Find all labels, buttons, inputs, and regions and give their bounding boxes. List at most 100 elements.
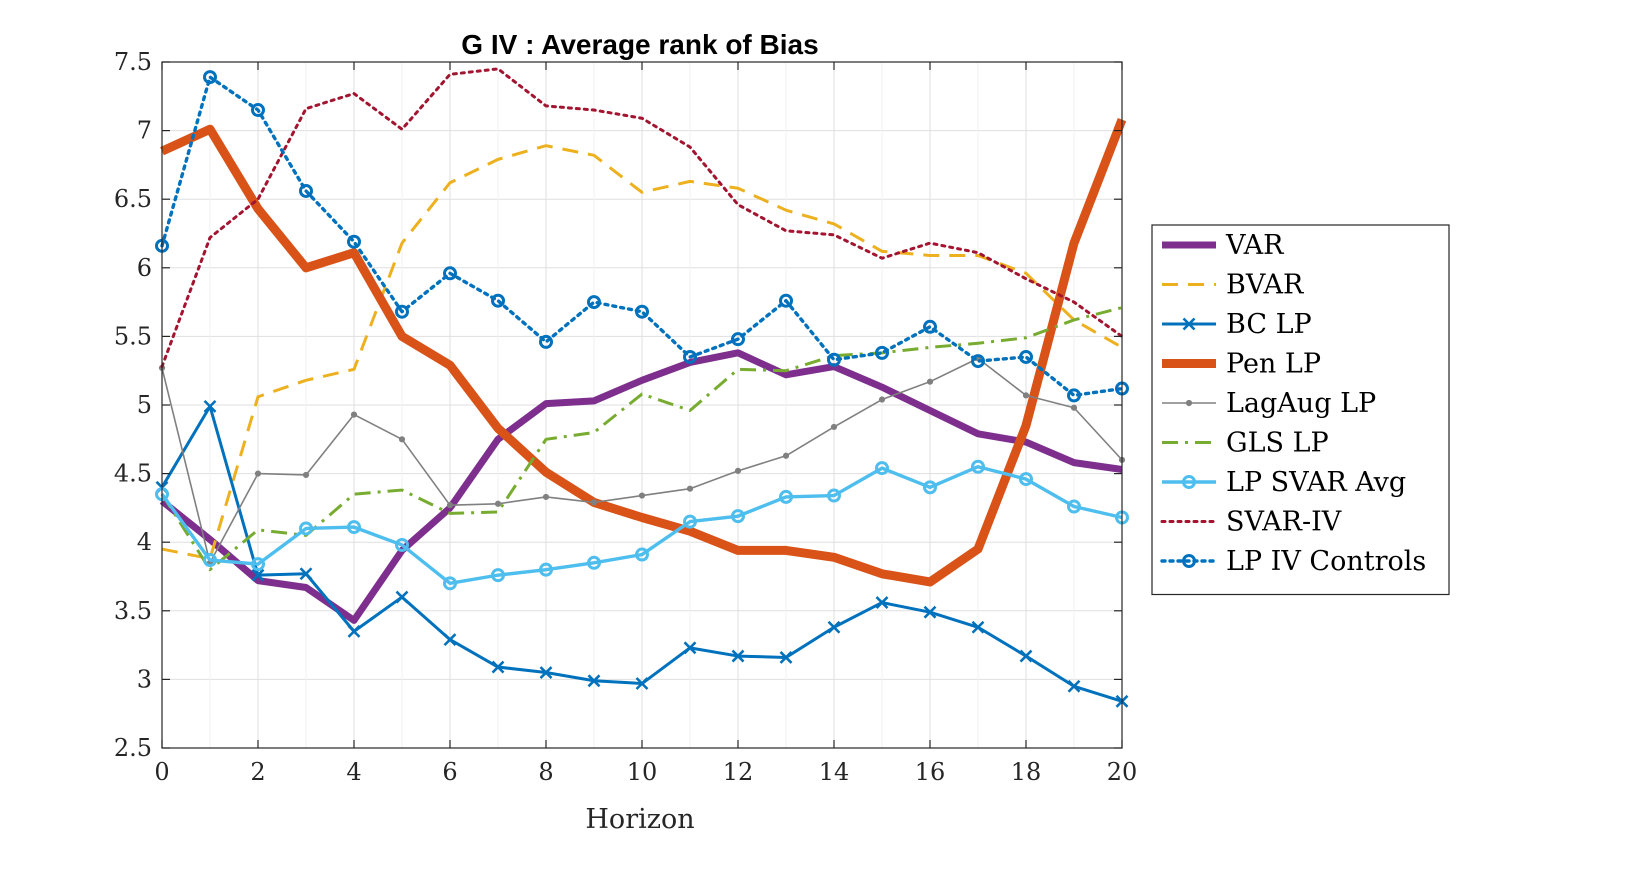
series-marker [635,547,649,562]
legend-label: VAR [1225,230,1284,261]
legend-label: BVAR [1226,270,1304,301]
series-marker [587,555,601,570]
y-tick-label: 5 [137,391,152,419]
legend-box [1151,224,1450,596]
series-lp-svar-avg [155,459,1129,591]
series-marker [302,471,310,479]
x-tick-label: 6 [442,758,457,786]
marker-stroke [731,649,745,663]
series-marker [203,70,217,85]
series-marker [875,596,889,609]
x-tick-label: 14 [819,758,850,786]
series-marker [1185,399,1193,407]
series-line [160,75,1124,398]
series-marker [686,485,694,492]
marker-stroke [347,624,361,638]
marker-stroke [491,660,505,674]
series-marker [923,480,937,495]
series-line [160,465,1123,586]
series-marker [1019,349,1033,364]
chart-title: G IV : Average rank of Bias [461,29,818,60]
y-tick-label: 3.5 [114,597,152,625]
series-marker [251,557,265,572]
series-marker [491,660,505,674]
legend-label: LP IV Controls [1226,546,1426,577]
series-line [161,144,1123,561]
marker-stroke [875,596,889,609]
x-tick-label: 12 [723,758,754,786]
series-marker [587,295,601,310]
y-tick-label: 4 [137,528,152,556]
series-marker [635,677,649,690]
marker-stroke [203,399,217,413]
marker-stroke [683,641,697,655]
series-marker [1182,554,1196,568]
series-marker [638,492,646,499]
series-marker [203,399,217,413]
series-marker [299,521,313,536]
marker-stroke [1019,649,1033,663]
y-tick-label: 7 [137,117,152,145]
series-marker [443,633,457,647]
series-marker [350,411,358,418]
y-tick-label: 6.5 [114,185,152,213]
series-marker [251,568,265,582]
y-tick-label: 6 [137,254,152,282]
series-marker [539,334,553,349]
x-tick-label: 2 [250,758,265,786]
legend-entry: SVAR-IV [1160,507,1342,538]
series-line [160,306,1123,572]
marker-stroke [587,674,601,688]
series-marker [347,234,361,249]
legend: VAR BVAR BC LP Pen LP LagAug LP GLS LP LP SVAR… [1151,224,1450,596]
marker-stroke [539,666,553,679]
series-marker [779,293,793,308]
marker-stroke [1067,679,1081,693]
series-marker [779,651,793,664]
series-marker [587,674,601,688]
legend-label: LP SVAR Avg [1226,467,1406,498]
series-bc-lp [155,399,1129,708]
series-marker [251,103,265,118]
marker-stroke [299,567,313,581]
series-marker [1182,317,1196,331]
series-marker [1019,472,1033,487]
series-marker [398,436,406,443]
marker-stroke [827,620,841,634]
series-marker [1067,388,1081,403]
series-marker [491,568,505,583]
series-marker [1022,392,1030,399]
series-marker [446,502,454,509]
series-marker [491,293,505,308]
series-lp-iv-controls [155,70,1129,403]
marker-stroke [443,633,457,647]
series-gls-lp [160,306,1123,572]
series-marker [734,467,742,474]
series-marker [395,304,409,319]
series-marker [1070,404,1078,411]
series-marker [779,489,793,504]
series-marker [1182,475,1196,489]
marker-stroke [395,590,409,604]
x-tick-label: 4 [346,758,361,786]
series-marker [971,459,985,474]
series-marker [971,354,985,369]
series-marker [203,553,217,568]
series-marker [347,624,361,638]
y-tick-label: 2.5 [114,734,152,762]
series-marker [1067,679,1081,693]
series-marker [827,620,841,634]
series-marker [1019,649,1033,663]
series-marker [443,266,457,281]
legend-entry: Pen LP [1162,349,1321,380]
legend-label: LagAug LP [1226,388,1376,419]
series-marker [683,349,697,364]
axes: 0 2 4 6 8 10 12 14 16 18 20 2.5 3 3.5 4 4.5 5 5.5 6 6.5 7 7.5 [114,48,1137,786]
series-marker [299,567,313,581]
series-marker [875,461,889,476]
series-marker [878,396,886,403]
series-line [159,349,1123,624]
x-tick-label: 0 [154,758,169,786]
legend-entry: LP SVAR Avg [1162,467,1406,498]
